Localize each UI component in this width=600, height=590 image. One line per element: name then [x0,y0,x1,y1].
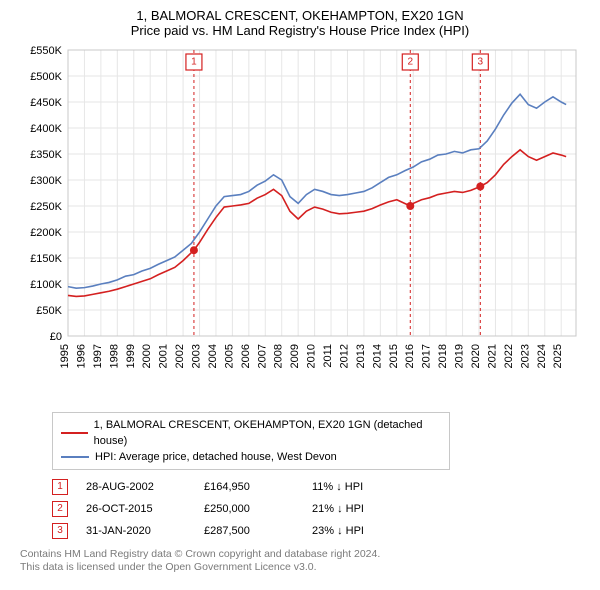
svg-text:2: 2 [408,57,414,68]
svg-text:£550K: £550K [30,45,62,57]
legend-label: 1, BALMORAL CRESCENT, OKEHAMPTON, EX20 1… [94,417,441,449]
svg-text:£450K: £450K [30,97,62,109]
svg-text:2011: 2011 [322,344,334,368]
svg-text:£200K: £200K [30,227,62,239]
svg-text:2014: 2014 [371,344,383,368]
svg-text:2020: 2020 [470,344,482,368]
tx-price: £164,950 [204,476,294,498]
svg-text:£500K: £500K [30,71,62,83]
svg-text:£300K: £300K [30,175,62,187]
title-address: 1, BALMORAL CRESCENT, OKEHAMPTON, EX20 1… [10,8,590,23]
chart-container: 1, BALMORAL CRESCENT, OKEHAMPTON, EX20 1… [0,0,600,580]
legend-item-hpi: HPI: Average price, detached house, West… [61,449,441,465]
footer-line: Contains HM Land Registry data © Crown c… [20,548,580,561]
svg-text:1998: 1998 [108,344,120,368]
tx-delta: 21% ↓ HPI [312,498,402,520]
legend: 1, BALMORAL CRESCENT, OKEHAMPTON, EX20 1… [52,412,450,470]
svg-text:2003: 2003 [191,344,203,368]
svg-text:£350K: £350K [30,149,62,161]
marker-icon: 1 [52,479,68,495]
table-row: 3 31-JAN-2020 £287,500 23% ↓ HPI [52,520,580,542]
marker-icon: 2 [52,501,68,517]
tx-price: £250,000 [204,498,294,520]
svg-text:2000: 2000 [141,344,153,368]
svg-text:2002: 2002 [174,344,186,368]
svg-text:£400K: £400K [30,123,62,135]
svg-text:2005: 2005 [223,344,235,368]
marker-icon: 3 [52,523,68,539]
svg-text:2023: 2023 [519,344,531,368]
svg-text:2015: 2015 [388,344,400,368]
chart: £0 £50K £100K £150K £200K £250K £300K £350K £400… [20,44,580,404]
svg-text:2008: 2008 [273,344,285,368]
svg-text:2025: 2025 [552,344,564,368]
footer-line: This data is licensed under the Open Gov… [20,561,580,574]
svg-text:2012: 2012 [338,344,350,368]
svg-text:1996: 1996 [75,344,87,368]
tx-delta: 23% ↓ HPI [312,520,402,542]
svg-text:2006: 2006 [240,344,252,368]
svg-text:2019: 2019 [454,344,466,368]
title-subtitle: Price paid vs. HM Land Registry's House … [10,23,590,38]
svg-text:2018: 2018 [437,344,449,368]
titles: 1, BALMORAL CRESCENT, OKEHAMPTON, EX20 1… [10,8,590,38]
tx-date: 26-OCT-2015 [86,498,186,520]
svg-text:1995: 1995 [59,344,71,368]
svg-text:1999: 1999 [125,344,137,368]
svg-text:3: 3 [478,57,484,68]
svg-text:2021: 2021 [486,344,498,368]
legend-item-property: 1, BALMORAL CRESCENT, OKEHAMPTON, EX20 1… [61,417,441,449]
svg-text:2004: 2004 [207,344,219,368]
tx-date: 31-JAN-2020 [86,520,186,542]
svg-text:£0: £0 [50,331,62,343]
svg-text:£150K: £150K [30,253,62,265]
svg-text:2007: 2007 [256,344,268,368]
svg-text:2016: 2016 [404,344,416,368]
footer: Contains HM Land Registry data © Crown c… [20,548,580,574]
svg-text:2001: 2001 [158,344,170,368]
tx-delta: 11% ↓ HPI [312,476,402,498]
svg-text:2009: 2009 [289,344,301,368]
svg-text:2017: 2017 [421,344,433,368]
tx-date: 28-AUG-2002 [86,476,186,498]
svg-text:2024: 2024 [536,344,548,368]
svg-text:£100K: £100K [30,279,62,291]
svg-text:2010: 2010 [306,344,318,368]
tx-price: £287,500 [204,520,294,542]
svg-text:£250K: £250K [30,201,62,213]
svg-text:1: 1 [191,57,197,68]
chart-svg: £0 £50K £100K £150K £200K £250K £300K £350K £400… [20,44,580,404]
table-row: 1 28-AUG-2002 £164,950 11% ↓ HPI [52,476,580,498]
table-row: 2 26-OCT-2015 £250,000 21% ↓ HPI [52,498,580,520]
svg-text:2022: 2022 [503,344,515,368]
svg-text:2013: 2013 [355,344,367,368]
svg-text:£50K: £50K [36,305,62,317]
legend-label: HPI: Average price, detached house, West… [95,449,337,465]
transactions-table: 1 28-AUG-2002 £164,950 11% ↓ HPI 2 26-OC… [52,476,580,542]
legend-swatch [61,432,88,434]
svg-text:1997: 1997 [92,344,104,368]
legend-swatch [61,456,89,458]
